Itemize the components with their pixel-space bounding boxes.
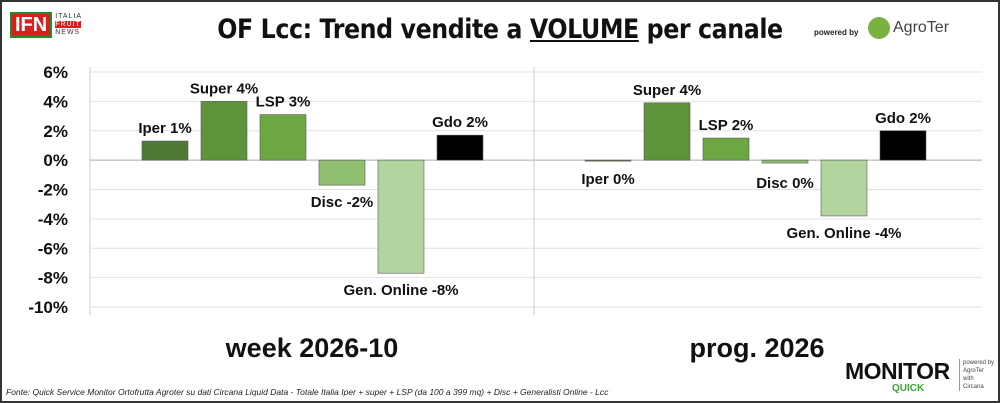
bar-1-5 <box>879 130 927 161</box>
data-label: Iper 0% <box>581 171 634 188</box>
bar-1-4 <box>820 159 868 217</box>
data-label: LSP 3% <box>256 94 311 111</box>
y-tick-label: 6% <box>43 63 68 82</box>
y-tick-label: -8% <box>38 269 68 288</box>
source-note: Fonte: Quick Service Monitor Ortofrutta … <box>6 387 609 397</box>
bar-0-5 <box>436 134 484 161</box>
monitor-logo: MONITOR <box>845 358 950 384</box>
bar-1-0 <box>584 159 632 162</box>
ifn-logo: IFN ITALIA FRUIT NEWS <box>10 12 82 38</box>
quick-logo: QUICK <box>892 383 925 394</box>
bar-0-3 <box>318 159 366 186</box>
y-tick-label: -6% <box>38 239 68 258</box>
y-tick-label: 0% <box>43 151 68 170</box>
bar-0-4 <box>377 159 425 274</box>
bar-1-2 <box>702 137 750 161</box>
group-label: prog. 2026 <box>689 333 824 363</box>
y-tick-label: 2% <box>43 122 68 141</box>
data-label: Super 4% <box>633 82 701 99</box>
y-tick-label: 4% <box>43 92 68 111</box>
powered-by-label: powered by <box>814 28 859 37</box>
bar-0-0 <box>141 140 189 161</box>
chart-title: OF Lcc: Trend vendite a VOLUME per canal… <box>217 14 783 45</box>
bar-1-1 <box>643 102 691 161</box>
data-label: Gdo 2% <box>432 114 488 131</box>
data-label: Gdo 2% <box>875 110 931 127</box>
data-label: Disc 0% <box>756 175 814 192</box>
data-label: Super 4% <box>190 80 258 97</box>
y-tick-label: -2% <box>38 181 68 200</box>
data-label: Gen. Online -4% <box>786 225 901 242</box>
data-label: Iper 1% <box>138 120 191 137</box>
monitor-side-logos: powered by AgroTer with Circana <box>959 359 994 391</box>
bar-0-1 <box>200 101 248 161</box>
bar-1-3 <box>761 159 809 164</box>
data-label: Gen. Online -8% <box>343 282 458 299</box>
data-label: Disc -2% <box>311 194 374 211</box>
agroter-logo: AgroTer <box>868 17 949 39</box>
y-tick-label: -10% <box>28 298 68 317</box>
bar-0-2 <box>259 114 307 161</box>
y-tick-label: -4% <box>38 210 68 229</box>
group-label: week 2026-10 <box>225 333 399 363</box>
agroter-leaf-icon <box>868 17 890 39</box>
data-label: LSP 2% <box>699 117 754 134</box>
